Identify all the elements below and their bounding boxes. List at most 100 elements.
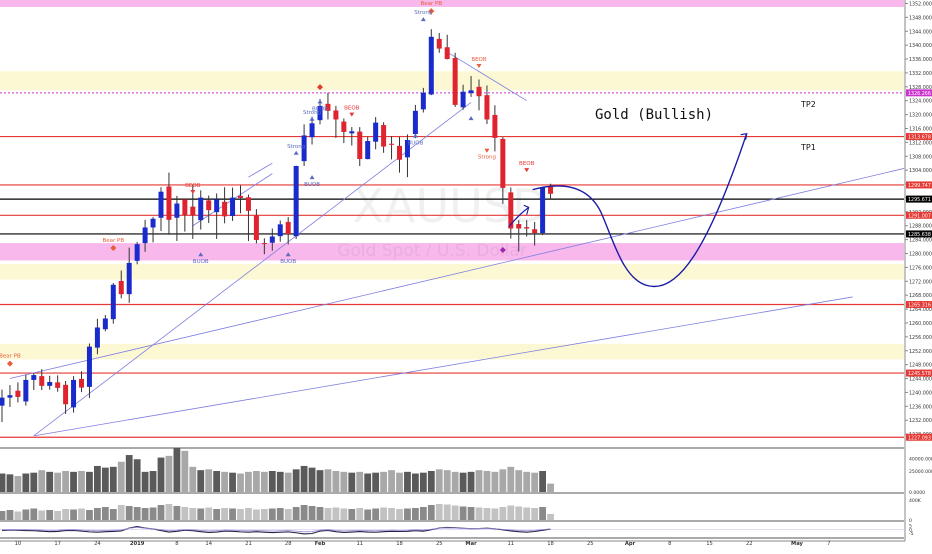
lower-volume-bar <box>348 509 356 520</box>
x-tick-label: 28 <box>285 541 292 547</box>
marker-diamond-icon <box>499 247 506 254</box>
marker-label: BEOB <box>185 183 201 189</box>
y-tick-label: 1232.000 <box>909 418 932 424</box>
y-tick-label: 1352.000 <box>909 1 932 7</box>
levels-layer <box>0 92 904 438</box>
marker-label: Strong <box>287 144 305 150</box>
lower-volume-bar <box>149 507 157 520</box>
price-tag-label: 1245.578 <box>908 371 931 377</box>
lower-volume-bar <box>245 508 252 520</box>
projection-layer <box>508 132 748 288</box>
lower-volume-bar <box>443 504 451 520</box>
volume-bar <box>157 457 165 492</box>
projection-curve <box>532 133 748 288</box>
lower-volume-bar <box>165 504 173 520</box>
candle-body <box>524 227 530 229</box>
lower-volume-bar <box>412 508 419 520</box>
volume-bar <box>459 472 467 492</box>
marker-diamond-icon <box>6 360 13 367</box>
x-tick-label: 25 <box>587 541 594 547</box>
candle-body <box>23 379 29 402</box>
oscillator-signal-line <box>1 526 551 533</box>
marker-arrow-up-icon <box>317 99 323 104</box>
oscillator-tick-label: 5 <box>909 524 912 530</box>
lower-volume-bar <box>189 508 197 520</box>
marker-label: Strong <box>303 110 321 116</box>
marker-arrow-up-icon <box>198 252 204 257</box>
volume-tick-label: 0.0000 <box>909 490 925 496</box>
volume-bar <box>483 471 491 492</box>
volume-bar <box>268 471 276 492</box>
volume-bar <box>292 469 300 492</box>
zones-layer <box>0 0 904 360</box>
volume-bar <box>539 471 546 492</box>
x-tick-label: 25 <box>436 541 443 547</box>
candle-body <box>500 138 506 188</box>
volume-bar <box>0 473 6 492</box>
candle-body <box>357 131 363 160</box>
candle-body <box>253 215 259 240</box>
tp1-label: TP1 <box>800 143 816 152</box>
lower-volume-bar <box>30 508 38 520</box>
marker-arrow-up-icon <box>309 175 315 180</box>
x-tick-label: 8 <box>175 541 178 547</box>
y-tick-label: 1244.000 <box>909 377 932 383</box>
volume-bar <box>30 472 38 492</box>
price-tag <box>906 133 932 141</box>
volume-bar <box>94 465 101 492</box>
candle-body <box>182 199 188 215</box>
lower-volume-bar <box>70 509 77 520</box>
marker-label: BEOB <box>519 161 535 167</box>
volume-bar <box>547 483 554 492</box>
marker-arrow-up-icon <box>285 252 291 257</box>
price-tag <box>906 301 932 309</box>
watermark-name: Gold Spot / U.S. Dollar <box>337 241 526 261</box>
lower-volume-bar <box>157 505 165 520</box>
volume-bar <box>101 467 109 492</box>
lower-volume-bar <box>491 508 499 520</box>
oscillator-tick-label: 0 <box>909 527 912 533</box>
candle-body <box>365 140 371 160</box>
lower-volume-bar <box>499 507 507 520</box>
x-tick-label: Mar <box>465 541 477 547</box>
candle-body <box>15 390 21 397</box>
price-tag <box>906 433 932 441</box>
volume-bar <box>237 473 244 492</box>
volume-bar <box>141 471 149 492</box>
y-tick-label: 1264.000 <box>909 307 932 313</box>
price-tag-label: 1313.678 <box>908 135 931 141</box>
candle-body <box>309 123 315 138</box>
candle-body <box>404 139 410 158</box>
marker-diamond-icon <box>428 8 435 15</box>
signal-marker: BEOB <box>471 57 487 68</box>
lower-volume-bar <box>340 508 348 520</box>
zone-band <box>0 71 904 91</box>
volume-bar <box>221 471 228 492</box>
y-tick-label: 1344.000 <box>909 29 932 35</box>
lower-volume-bar <box>404 508 411 520</box>
lower-volume-bar <box>419 507 427 520</box>
lower-volume-bar <box>459 506 467 520</box>
volume-tick-label: 40000.0000 <box>909 456 932 462</box>
marker-label: Bear PB <box>0 354 21 360</box>
candle-body <box>0 397 5 406</box>
candle-body <box>206 200 212 211</box>
volume-bar <box>499 469 507 492</box>
candle-body <box>47 382 53 386</box>
signal-marker: Strong <box>414 10 432 22</box>
marker-arrow-up-icon <box>293 150 299 155</box>
y-tick-label: 1312.000 <box>909 140 932 146</box>
signal-marker: Bear PB <box>420 1 442 15</box>
volume-bar <box>531 472 539 492</box>
trendline <box>9 168 905 379</box>
candle-body <box>174 203 180 218</box>
lower-volume-bar <box>181 507 189 520</box>
y-tick-label: 1340.000 <box>909 43 932 49</box>
y-tick-label: 1348.000 <box>909 15 932 21</box>
candle-body <box>301 135 307 162</box>
volume-bar <box>324 469 332 492</box>
candle-body <box>484 95 490 120</box>
lower-volume-bar <box>197 508 205 520</box>
volume-bar <box>515 470 523 492</box>
lower-volume-bar <box>332 507 340 520</box>
